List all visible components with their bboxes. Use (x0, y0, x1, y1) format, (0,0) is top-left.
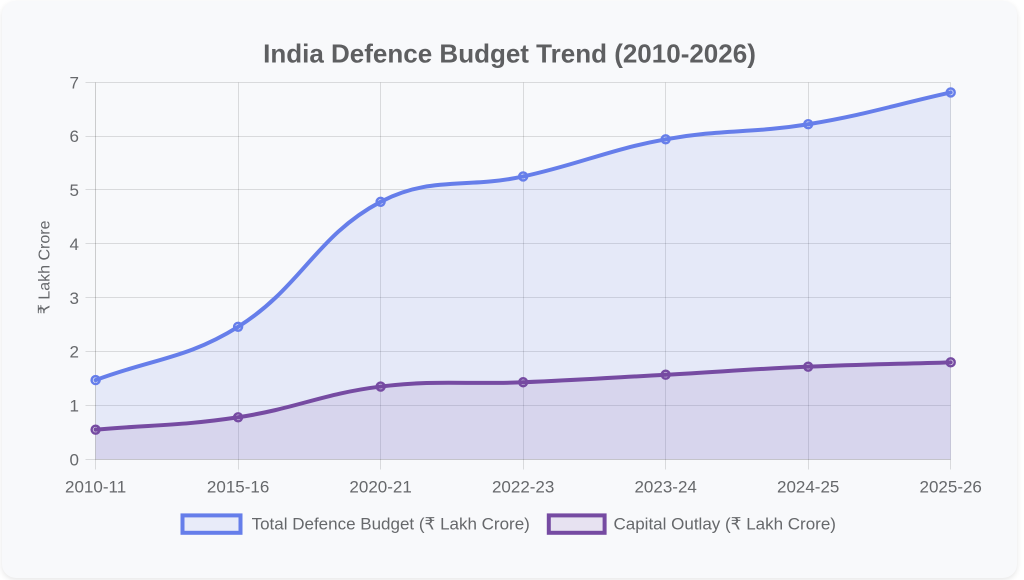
svg-text:₹ Lakh Crore: ₹ Lakh Crore (37, 220, 54, 314)
svg-text:0: 0 (70, 450, 79, 469)
svg-text:2022-23: 2022-23 (492, 477, 554, 496)
svg-text:2010-11: 2010-11 (65, 477, 126, 496)
svg-text:2020-21: 2020-21 (349, 477, 411, 496)
svg-text:Total Defence Budget (₹ Lakh C: Total Defence Budget (₹ Lakh Crore) (252, 515, 530, 534)
svg-text:2015-16: 2015-16 (207, 477, 269, 496)
svg-text:2024-25: 2024-25 (777, 477, 839, 496)
svg-text:4: 4 (70, 235, 79, 254)
svg-text:3: 3 (70, 289, 79, 308)
svg-text:5: 5 (70, 181, 79, 200)
svg-text:6: 6 (70, 127, 79, 146)
svg-text:India Defence Budget Trend (20: India Defence Budget Trend (2010-2026) (263, 38, 756, 68)
svg-text:2023-24: 2023-24 (634, 477, 696, 496)
svg-text:1: 1 (70, 397, 79, 416)
svg-text:2: 2 (70, 343, 79, 362)
svg-text:7: 7 (70, 73, 79, 92)
svg-text:2025-26: 2025-26 (920, 477, 982, 496)
svg-text:Capital Outlay (₹ Lakh Crore): Capital Outlay (₹ Lakh Crore) (614, 515, 836, 534)
